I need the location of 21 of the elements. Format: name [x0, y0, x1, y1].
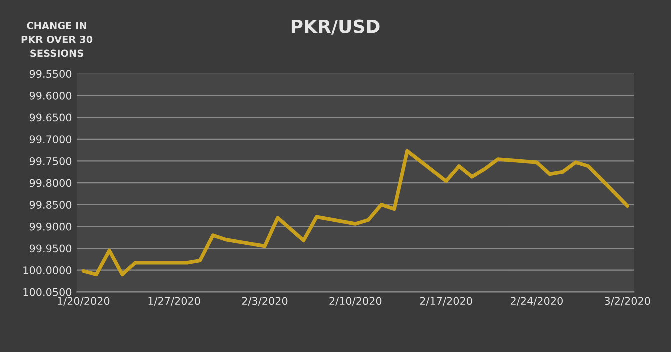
chart-title: PKR/USD [292, 20, 380, 35]
y-tick-label: 100.0500 [24, 288, 72, 296]
y-tick-label: 99.5500 [30, 70, 72, 78]
y-tick-label: 99.8500 [30, 201, 72, 209]
y-axis-title: CHANGE IN PKR OVER 30 SESSIONS [22, 22, 93, 58]
x-tick-label: 2/3/2020 [242, 297, 288, 306]
x-tick-label: 2/17/2020 [420, 297, 472, 306]
y-tick-label: 99.6500 [30, 114, 72, 122]
x-tick-label: 1/20/2020 [58, 297, 110, 306]
x-tick-label: 3/2/2020 [605, 297, 650, 306]
x-tick-label: 2/24/2020 [511, 297, 563, 306]
y-tick-label: 99.7000 [30, 136, 72, 144]
y-tick-label: 99.9000 [30, 222, 72, 231]
y-tick-label: 99.6000 [30, 92, 72, 100]
y-tick-label: 99.8000 [30, 179, 72, 188]
line-series [82, 149, 630, 277]
x-tick-label: 2/10/2020 [330, 297, 382, 306]
y-tick-label: 99.7500 [30, 157, 72, 166]
y-tick-label: 99.9500 [30, 244, 72, 253]
y-tick-label: 100.0000 [24, 266, 72, 274]
x-tick-label: 1/27/2020 [148, 297, 200, 306]
